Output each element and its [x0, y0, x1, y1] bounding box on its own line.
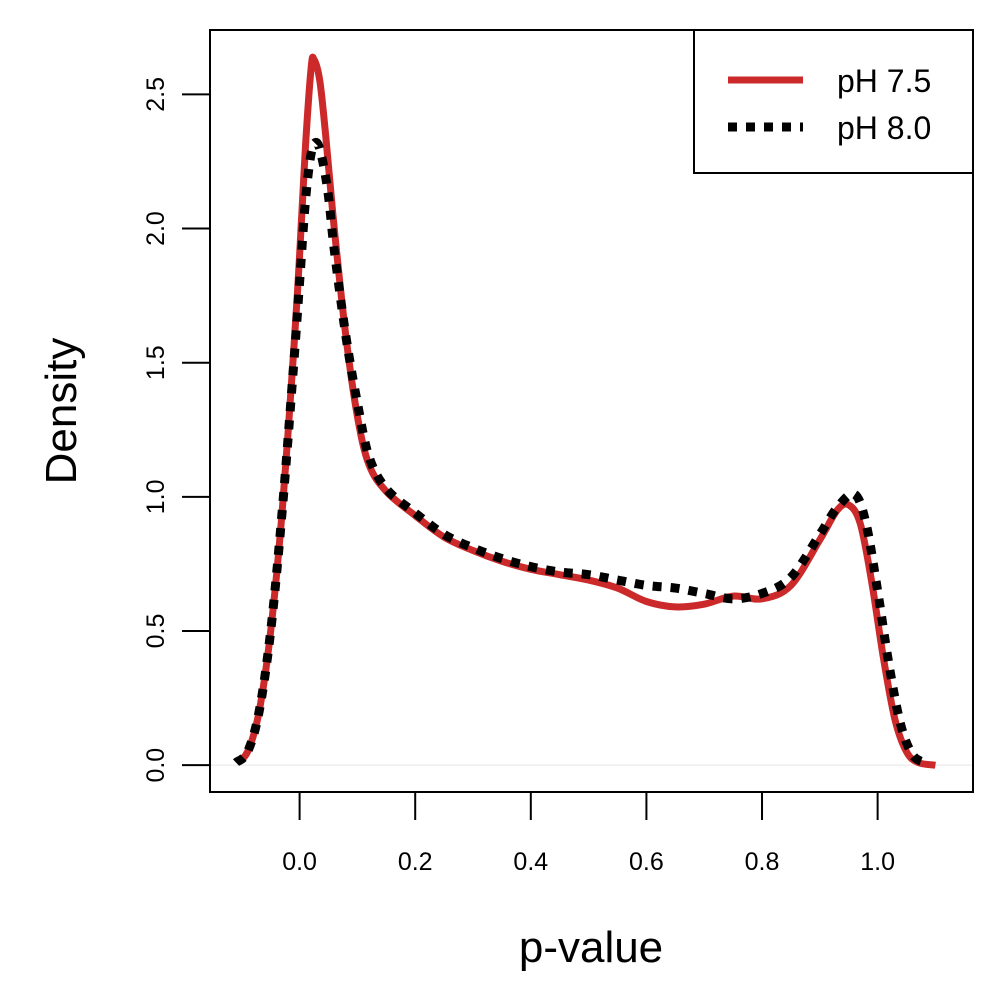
x-tick-label: 0.0 [282, 848, 317, 876]
x-axis: 0.0 0.2 0.4 0.6 0.8 1.0 [282, 791, 895, 876]
y-tick-label: 0.5 [142, 614, 170, 649]
y-tick-label: 1.5 [142, 345, 170, 380]
legend: pH 7.5 pH 8.0 [693, 29, 974, 174]
x-tick-label: 1.0 [860, 848, 895, 876]
x-tick-label: 0.2 [398, 848, 433, 876]
x-tick-label: 0.4 [513, 848, 548, 876]
y-axis: 0.0 0.5 1.0 1.5 2.0 2.5 [142, 77, 211, 783]
series-layer [232, 53, 936, 769]
x-tick-label: 0.6 [629, 848, 664, 876]
y-axis-title: Density [37, 338, 86, 485]
y-tick-label: 1.0 [142, 479, 170, 514]
y-tick-label: 2.5 [142, 77, 170, 112]
legend-label-ph-7-5: pH 7.5 [837, 63, 931, 99]
legend-label-ph-8-0: pH 8.0 [837, 110, 931, 146]
y-tick-label: 2.0 [142, 211, 170, 246]
legend-box [693, 29, 974, 174]
x-axis-title: p-value [519, 923, 663, 972]
series-line-ph-8-0 [232, 137, 927, 767]
x-tick-label: 0.8 [745, 848, 780, 876]
y-tick-label: 0.0 [142, 748, 170, 783]
